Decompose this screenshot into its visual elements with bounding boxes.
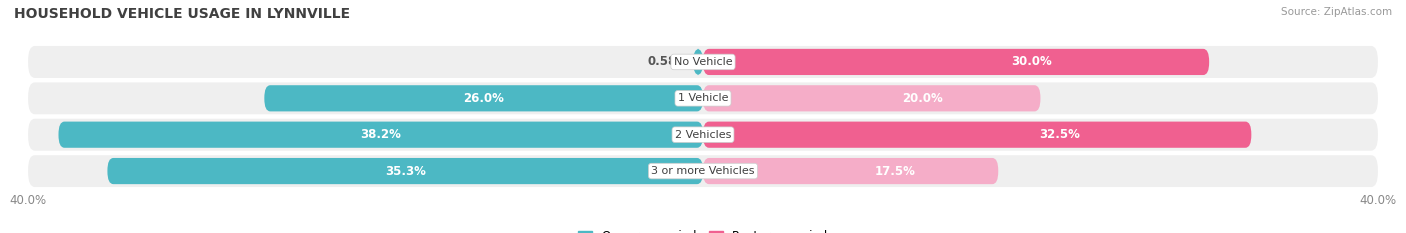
FancyBboxPatch shape: [703, 49, 1209, 75]
FancyBboxPatch shape: [28, 155, 1378, 187]
FancyBboxPatch shape: [59, 122, 703, 148]
Text: 26.0%: 26.0%: [463, 92, 505, 105]
Text: 35.3%: 35.3%: [385, 164, 426, 178]
Text: 32.5%: 32.5%: [1039, 128, 1080, 141]
Text: 38.2%: 38.2%: [360, 128, 401, 141]
Text: HOUSEHOLD VEHICLE USAGE IN LYNNVILLE: HOUSEHOLD VEHICLE USAGE IN LYNNVILLE: [14, 7, 350, 21]
FancyBboxPatch shape: [28, 82, 1378, 114]
Text: 1 Vehicle: 1 Vehicle: [678, 93, 728, 103]
Text: 0.58%: 0.58%: [647, 55, 688, 69]
FancyBboxPatch shape: [264, 85, 703, 111]
FancyBboxPatch shape: [703, 122, 1251, 148]
FancyBboxPatch shape: [693, 49, 703, 75]
Text: 17.5%: 17.5%: [875, 164, 915, 178]
Text: No Vehicle: No Vehicle: [673, 57, 733, 67]
Text: Source: ZipAtlas.com: Source: ZipAtlas.com: [1281, 7, 1392, 17]
Legend: Owner-occupied, Renter-occupied: Owner-occupied, Renter-occupied: [572, 225, 834, 233]
FancyBboxPatch shape: [703, 85, 1040, 111]
FancyBboxPatch shape: [28, 46, 1378, 78]
FancyBboxPatch shape: [28, 119, 1378, 151]
Text: 3 or more Vehicles: 3 or more Vehicles: [651, 166, 755, 176]
Text: 30.0%: 30.0%: [1012, 55, 1052, 69]
Text: 20.0%: 20.0%: [903, 92, 942, 105]
FancyBboxPatch shape: [703, 158, 998, 184]
Text: 2 Vehicles: 2 Vehicles: [675, 130, 731, 140]
FancyBboxPatch shape: [107, 158, 703, 184]
